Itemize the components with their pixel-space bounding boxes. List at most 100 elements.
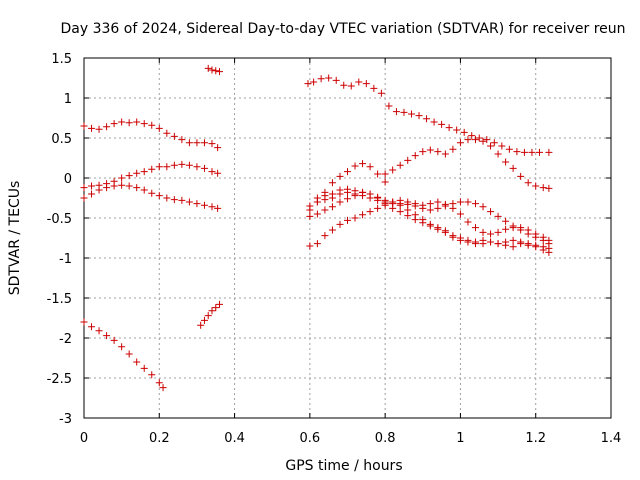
data-point [471, 238, 479, 246]
plot-frame [83, 57, 612, 419]
data-point [426, 206, 434, 214]
data-point [344, 195, 351, 203]
data-point [344, 168, 351, 176]
series-track-b1 [304, 74, 553, 156]
data-point [502, 225, 510, 233]
data-point [355, 78, 363, 86]
data-point [212, 304, 220, 312]
data-point [214, 204, 222, 212]
data-point [456, 139, 464, 147]
data-point [490, 139, 498, 147]
data-point [528, 148, 536, 156]
data-point [163, 129, 171, 137]
data-point [170, 196, 178, 204]
data-point [517, 238, 525, 246]
data-point [359, 160, 367, 168]
data-point [520, 148, 528, 156]
data-point [328, 190, 336, 198]
data-point [487, 142, 495, 150]
data-point [325, 74, 333, 82]
x-tick-label: 0.6 [300, 431, 321, 446]
data-point [193, 163, 201, 171]
data-point [517, 224, 525, 232]
x-tick-label: 0.4 [224, 431, 245, 446]
data-point [125, 182, 133, 190]
data-point [471, 200, 479, 208]
data-point [479, 137, 487, 145]
data-point [306, 242, 314, 250]
data-point [208, 203, 216, 211]
data-point [80, 318, 88, 326]
data-point [148, 371, 156, 379]
data-point [306, 206, 314, 214]
data-point [532, 241, 540, 249]
data-point [471, 136, 479, 144]
data-point [426, 222, 434, 230]
data-point [178, 136, 186, 144]
data-point [216, 68, 224, 76]
data-point [434, 198, 442, 206]
data-point [125, 172, 133, 180]
data-point [208, 140, 216, 148]
series-track-a1 [80, 118, 222, 152]
data-point [423, 115, 431, 123]
data-point [535, 148, 543, 156]
x-tick-label: 1.2 [525, 431, 546, 446]
data-point [212, 67, 220, 75]
data-point [385, 102, 393, 110]
data-point [468, 132, 476, 140]
data-point [505, 145, 513, 153]
data-point [204, 64, 212, 72]
data-point [95, 125, 103, 133]
data-point [456, 236, 464, 244]
data-point [362, 80, 370, 88]
data-point [193, 139, 201, 147]
data-point [336, 220, 344, 228]
data-point [449, 145, 457, 153]
y-tick-label: 1 [64, 92, 72, 107]
y-tick-label: -0.5 [47, 212, 72, 227]
data-point [103, 123, 111, 131]
data-point [118, 118, 126, 126]
data-point [208, 307, 216, 315]
data-point [475, 134, 483, 142]
data-point [200, 316, 208, 324]
y-tick-label: -2.5 [47, 372, 72, 387]
data-point [336, 172, 344, 180]
data-point [118, 343, 126, 351]
data-point [464, 218, 472, 226]
data-point [487, 208, 495, 216]
data-point [118, 181, 126, 189]
data-point [140, 168, 148, 176]
data-point [539, 184, 547, 192]
data-point [88, 190, 96, 198]
data-point [438, 120, 446, 128]
data-point [524, 240, 532, 248]
data-point [80, 184, 88, 192]
data-point [178, 196, 186, 204]
y-tick-label: -1 [59, 252, 72, 267]
data-point [344, 216, 351, 224]
data-point [110, 182, 118, 190]
y-tick-label: 1.5 [51, 52, 72, 67]
data-point [483, 136, 491, 144]
data-point [381, 198, 389, 206]
data-point [494, 212, 502, 220]
data-point [140, 186, 148, 194]
series-track-a6 [204, 64, 224, 76]
data-point [208, 168, 216, 176]
data-point [502, 217, 510, 225]
data-point [464, 238, 472, 246]
data-point [545, 148, 553, 156]
series-track-a5 [197, 300, 224, 329]
data-point [502, 238, 510, 246]
grid [84, 58, 611, 418]
data-point [321, 232, 329, 240]
data-point [396, 161, 404, 169]
data-point [118, 174, 126, 182]
series-track-b6 [381, 136, 553, 192]
chart-title: Day 336 of 2024, Sidereal Day-to-day VTE… [60, 21, 625, 37]
data-points [80, 64, 553, 392]
data-point [155, 124, 163, 132]
data-point [370, 84, 378, 92]
